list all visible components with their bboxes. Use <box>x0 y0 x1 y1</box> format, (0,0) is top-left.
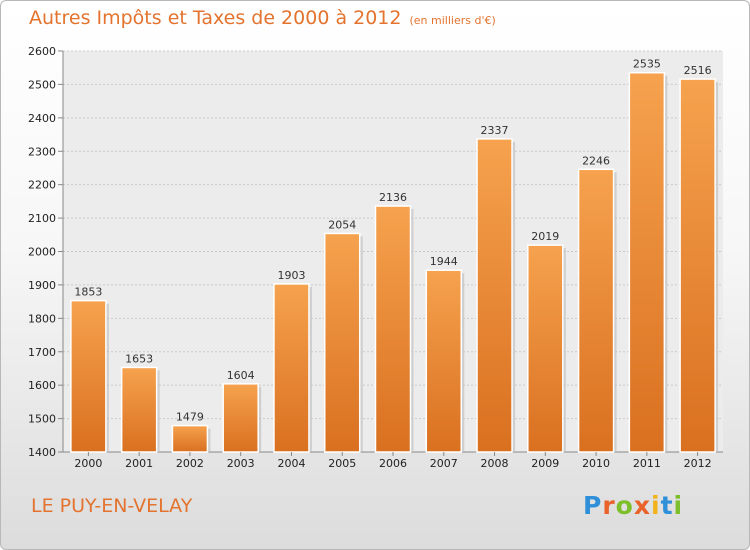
x-tick-label: 2002 <box>176 457 204 470</box>
data-label: 1653 <box>125 352 153 365</box>
y-tick-label: 2000 <box>28 246 56 259</box>
y-tick-label: 2400 <box>28 112 56 125</box>
chart-unit: (en milliers d'€) <box>409 14 496 27</box>
data-label: 1604 <box>227 369 255 382</box>
data-label: 1853 <box>74 286 102 299</box>
y-tick-label: 2200 <box>28 179 56 192</box>
data-label: 1944 <box>430 255 458 268</box>
chart-title: Autres Impôts et Taxes de 2000 à 2012 <box>29 7 402 29</box>
data-label: 2136 <box>379 191 407 204</box>
data-label: 2054 <box>328 218 356 231</box>
x-tick-label: 2007 <box>430 457 458 470</box>
bar-2012 <box>679 78 716 453</box>
y-tick-label: 2500 <box>28 78 56 91</box>
x-tick-label: 2008 <box>481 457 509 470</box>
x-tick-label: 2006 <box>379 457 407 470</box>
bar-2001 <box>120 366 158 453</box>
bar-2011 <box>628 71 666 453</box>
logo-letter: r <box>602 491 616 520</box>
bar-2008 <box>476 138 513 453</box>
x-tick-label: 2001 <box>125 457 153 470</box>
bar-2004 <box>273 283 310 453</box>
bar-2005 <box>323 232 361 453</box>
y-tick-label: 1700 <box>28 346 56 359</box>
logo-letter: P <box>583 491 603 520</box>
bar-2006 <box>374 205 412 453</box>
x-tick-label: 2000 <box>74 457 102 470</box>
bar-2002 <box>171 424 209 453</box>
x-tick-label: 2012 <box>684 457 712 470</box>
y-tick-label: 1400 <box>28 446 56 459</box>
y-tick-label: 1900 <box>28 279 56 292</box>
x-tick-label: 2005 <box>328 457 356 470</box>
y-tick-label: 1800 <box>28 312 56 325</box>
logo-letter: t <box>660 491 674 520</box>
y-tick-label: 1500 <box>28 413 56 426</box>
y-tick-label: 2600 <box>28 45 56 58</box>
data-label: 1479 <box>176 411 204 424</box>
x-tick-label: 2010 <box>582 457 610 470</box>
bar-2010 <box>577 168 615 453</box>
y-tick-label: 2100 <box>28 212 56 225</box>
data-label: 2535 <box>633 58 661 71</box>
data-label: 2246 <box>582 154 610 167</box>
logo-letter: o <box>615 491 634 520</box>
chart-title-block: Autres Impôts et Taxes de 2000 à 2012 (en… <box>29 7 496 29</box>
bar-2000 <box>70 299 107 453</box>
logo-letter: x <box>633 491 651 520</box>
x-tick-label: 2004 <box>277 457 305 470</box>
x-tick-label: 2011 <box>633 457 661 470</box>
bar-2007 <box>425 269 463 453</box>
bar-2003 <box>222 383 259 453</box>
bar-2009 <box>527 244 564 453</box>
y-tick-label: 1600 <box>28 379 56 392</box>
data-label: 2019 <box>531 230 559 243</box>
x-tick-label: 2003 <box>227 457 255 470</box>
data-label: 1903 <box>277 269 305 282</box>
logo-letter: i <box>651 491 661 520</box>
data-label: 2337 <box>481 124 509 137</box>
location-name: LE PUY-EN-VELAY <box>31 495 193 517</box>
x-tick-label: 2009 <box>531 457 559 470</box>
logo-letter: i <box>673 491 684 520</box>
data-label: 2516 <box>684 64 712 77</box>
y-tick-label: 2300 <box>28 145 56 158</box>
proxiti-logo: Proxiti <box>583 491 683 520</box>
